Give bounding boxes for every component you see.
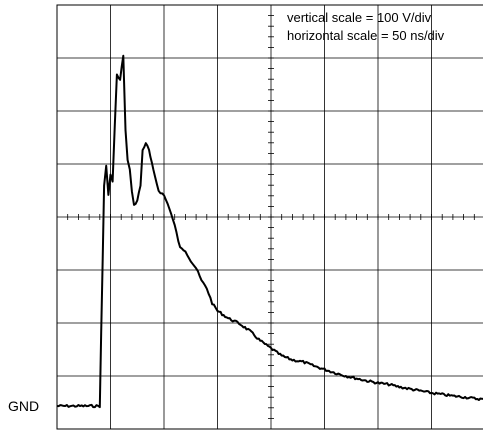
- plot-frame: [56, 4, 483, 430]
- vertical-scale-label: vertical scale = 100 V/div: [287, 10, 432, 25]
- center-ticks: [56, 4, 475, 430]
- waveform-series-line: [56, 54, 483, 409]
- waveform-traces: [56, 54, 483, 409]
- horizontal-scale-label: horizontal scale = 50 ns/div: [287, 28, 445, 43]
- gnd-label: GND: [8, 398, 39, 414]
